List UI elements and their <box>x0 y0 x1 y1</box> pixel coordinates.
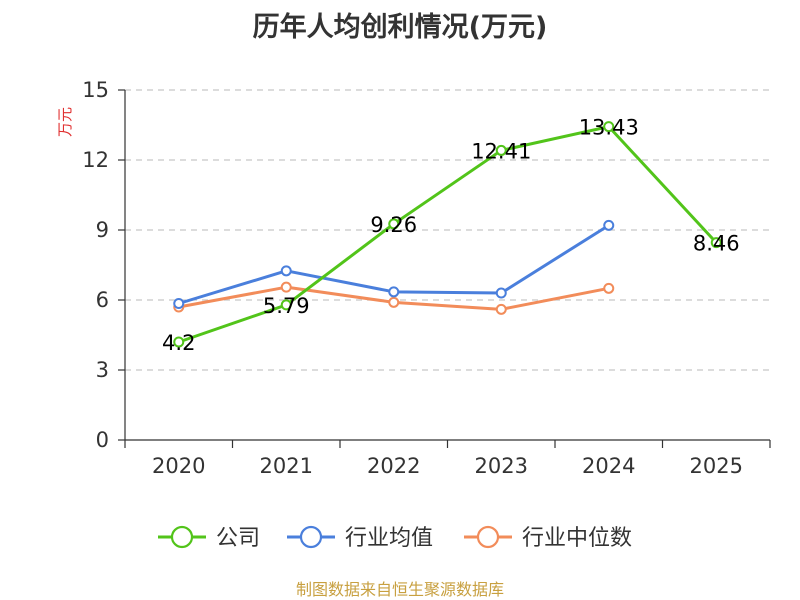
data-point <box>495 303 507 315</box>
legend-item-1[interactable]: 行业均值 <box>287 525 433 551</box>
data-label: 13.43 <box>579 116 639 140</box>
series-line-0 <box>178 125 718 344</box>
data-point <box>603 121 615 133</box>
data-point <box>280 299 292 311</box>
data-point <box>710 237 722 249</box>
x-tick-label: 2024 <box>582 454 635 478</box>
y-axis-label: 万元 <box>56 107 74 137</box>
legend[interactable]: 公司 行业均值 行业中位数 <box>158 525 632 551</box>
legend-label: 行业均值 <box>345 526 433 551</box>
data-point <box>388 296 400 308</box>
data-point <box>280 281 292 293</box>
x-tick-label: 2023 <box>475 454 528 478</box>
data-label: 4.2 <box>162 331 195 355</box>
y-ticks: 0 3 6 9 12 15 <box>82 78 125 452</box>
data-point <box>280 265 292 277</box>
x-ticks: 2020 2021 2022 2023 2024 2025 <box>124 440 771 478</box>
legend-marker <box>299 525 323 549</box>
legend-label: 公司 <box>216 526 260 551</box>
data-point <box>495 144 507 156</box>
data-labels: 4.2 5.79 9.26 12.41 13.43 8.46 <box>162 116 740 355</box>
data-point <box>603 282 615 294</box>
y-tick-label: 9 <box>96 218 109 242</box>
data-label: 12.41 <box>471 139 531 163</box>
y-tick-label: 6 <box>96 288 109 312</box>
legend-label: 行业中位数 <box>522 526 632 551</box>
legend-item-2[interactable]: 行业中位数 <box>464 525 632 551</box>
data-label: 5.79 <box>263 294 310 318</box>
chart-title: 历年人均创利情况(万元) <box>253 11 548 43</box>
data-label: 8.46 <box>693 232 740 256</box>
data-point <box>173 336 185 348</box>
legend-marker <box>170 525 194 549</box>
grid-lines <box>125 89 770 371</box>
series-group <box>173 121 722 348</box>
data-label: 9.26 <box>370 213 417 237</box>
data-point <box>173 298 185 309</box>
legend-marker <box>476 525 500 549</box>
x-tick-label: 2022 <box>367 454 420 478</box>
data-point <box>388 286 400 298</box>
data-point <box>388 218 400 230</box>
source-note: 制图数据来自恒生聚源数据库 <box>296 580 504 599</box>
legend-item-0[interactable]: 公司 <box>158 525 260 551</box>
axes <box>124 90 770 441</box>
y-tick-label: 12 <box>82 148 109 172</box>
data-point <box>495 287 507 299</box>
y-tick-label: 0 <box>96 428 109 452</box>
x-tick-label: 2020 <box>152 454 205 478</box>
y-tick-label: 3 <box>96 358 109 382</box>
x-tick-label: 2021 <box>260 454 313 478</box>
x-tick-label: 2025 <box>690 454 743 478</box>
y-tick-label: 15 <box>82 78 109 102</box>
data-point <box>603 219 615 231</box>
